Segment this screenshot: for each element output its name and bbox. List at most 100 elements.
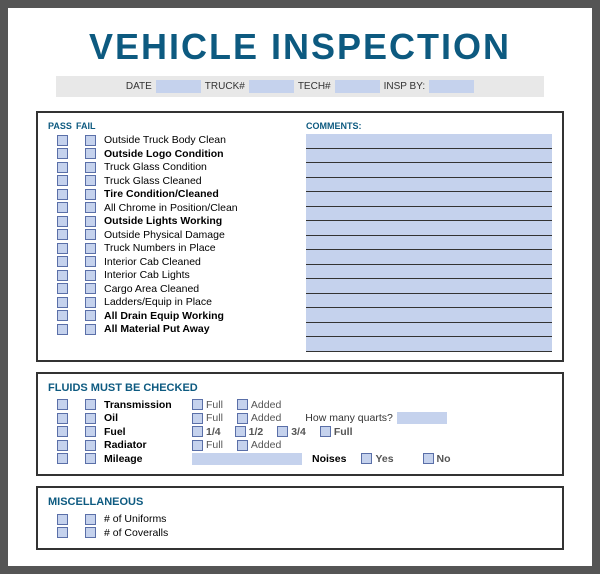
checklist-row: Ladders/Equip in Place	[48, 296, 286, 308]
checkbox[interactable]	[57, 426, 68, 437]
checklist-row: All Drain Equip Working	[48, 310, 286, 322]
pass-checkbox[interactable]	[57, 202, 68, 213]
item-label: Truck Glass Cleaned	[104, 175, 202, 187]
date-input[interactable]	[156, 80, 201, 93]
fail-checkbox[interactable]	[85, 135, 96, 146]
checkbox[interactable]	[192, 440, 203, 451]
checkbox[interactable]	[237, 399, 248, 410]
checkbox[interactable]	[85, 453, 96, 464]
fail-checkbox[interactable]	[85, 324, 96, 335]
comments-header: COMMENTS:	[306, 121, 552, 131]
pass-checkbox[interactable]	[57, 189, 68, 200]
comment-line[interactable]	[306, 134, 552, 149]
checklist-row: Interior Cab Cleaned	[48, 256, 286, 268]
comment-line[interactable]	[306, 207, 552, 222]
fail-checkbox[interactable]	[85, 175, 96, 186]
item-label: Outside Truck Body Clean	[104, 134, 226, 146]
pass-checkbox[interactable]	[57, 148, 68, 159]
mileage-row: Mileage Noises Yes No	[48, 453, 552, 465]
pass-checkbox[interactable]	[57, 216, 68, 227]
pass-checkbox[interactable]	[57, 297, 68, 308]
checkbox[interactable]	[57, 413, 68, 424]
pass-checkbox[interactable]	[57, 310, 68, 321]
comment-line[interactable]	[306, 337, 552, 352]
comment-line[interactable]	[306, 323, 552, 338]
pass-checkbox[interactable]	[57, 243, 68, 254]
checklist-row: All Material Put Away	[48, 323, 286, 335]
comment-line[interactable]	[306, 192, 552, 207]
header-row: DATE TRUCK# TECH# INSP BY:	[56, 76, 544, 97]
checkbox[interactable]	[192, 426, 203, 437]
checkbox[interactable]	[423, 453, 434, 464]
truck-input[interactable]	[249, 80, 294, 93]
comment-line[interactable]	[306, 178, 552, 193]
pass-header: PASS	[48, 121, 76, 131]
checkbox[interactable]	[237, 413, 248, 424]
pass-checkbox[interactable]	[57, 175, 68, 186]
item-label: All Drain Equip Working	[104, 310, 224, 322]
fuel-row: Fuel 1/4 1/2 3/4 Full	[48, 426, 552, 438]
checkbox[interactable]	[277, 426, 288, 437]
comment-line[interactable]	[306, 149, 552, 164]
insp-field: INSP BY:	[384, 80, 475, 93]
pass-checkbox[interactable]	[57, 256, 68, 267]
checklist-row: Truck Glass Condition	[48, 161, 286, 173]
pass-checkbox[interactable]	[57, 270, 68, 281]
checkbox[interactable]	[57, 453, 68, 464]
comment-line[interactable]	[306, 265, 552, 280]
radiator-row: Radiator Full Added	[48, 439, 552, 451]
fail-checkbox[interactable]	[85, 297, 96, 308]
checkbox[interactable]	[57, 514, 68, 525]
fail-checkbox[interactable]	[85, 216, 96, 227]
comment-line[interactable]	[306, 294, 552, 309]
fail-checkbox[interactable]	[85, 229, 96, 240]
mileage-input[interactable]	[192, 453, 302, 465]
fail-checkbox[interactable]	[85, 162, 96, 173]
checkbox[interactable]	[85, 426, 96, 437]
pass-checkbox[interactable]	[57, 135, 68, 146]
fail-checkbox[interactable]	[85, 256, 96, 267]
fail-checkbox[interactable]	[85, 310, 96, 321]
comment-line[interactable]	[306, 221, 552, 236]
checkbox[interactable]	[85, 440, 96, 451]
quarts-input[interactable]	[397, 412, 447, 424]
checkbox[interactable]	[361, 453, 372, 464]
fail-checkbox[interactable]	[85, 202, 96, 213]
tech-input[interactable]	[335, 80, 380, 93]
pass-checkbox[interactable]	[57, 283, 68, 294]
checkbox[interactable]	[57, 527, 68, 538]
checkbox[interactable]	[192, 399, 203, 410]
checklist-row: Truck Glass Cleaned	[48, 175, 286, 187]
checklist-row: Cargo Area Cleaned	[48, 283, 286, 295]
checkbox[interactable]	[57, 399, 68, 410]
comment-line[interactable]	[306, 250, 552, 265]
fail-checkbox[interactable]	[85, 148, 96, 159]
checkbox[interactable]	[237, 440, 248, 451]
checkbox[interactable]	[85, 527, 96, 538]
comment-line[interactable]	[306, 308, 552, 323]
checkbox[interactable]	[192, 413, 203, 424]
comment-line[interactable]	[306, 163, 552, 178]
checklist-row: Outside Physical Damage	[48, 229, 286, 241]
fail-checkbox[interactable]	[85, 189, 96, 200]
insp-input[interactable]	[429, 80, 474, 93]
pass-checkbox[interactable]	[57, 324, 68, 335]
checkbox[interactable]	[85, 399, 96, 410]
pass-checkbox[interactable]	[57, 229, 68, 240]
checkbox[interactable]	[320, 426, 331, 437]
item-label: Outside Logo Condition	[104, 148, 224, 160]
checkbox[interactable]	[235, 426, 246, 437]
fail-checkbox[interactable]	[85, 283, 96, 294]
checkbox[interactable]	[57, 440, 68, 451]
pass-checkbox[interactable]	[57, 162, 68, 173]
fail-checkbox[interactable]	[85, 243, 96, 254]
fail-checkbox[interactable]	[85, 270, 96, 281]
checkbox[interactable]	[85, 413, 96, 424]
comment-line[interactable]	[306, 279, 552, 294]
uniforms-row: # of Uniforms	[48, 513, 552, 525]
item-label: All Chrome in Position/Clean	[104, 202, 238, 214]
inspection-form: VEHICLE INSPECTION DATE TRUCK# TECH# INS…	[8, 8, 592, 566]
checkbox[interactable]	[85, 514, 96, 525]
comment-line[interactable]	[306, 236, 552, 251]
item-label: Interior Cab Cleaned	[104, 256, 201, 268]
